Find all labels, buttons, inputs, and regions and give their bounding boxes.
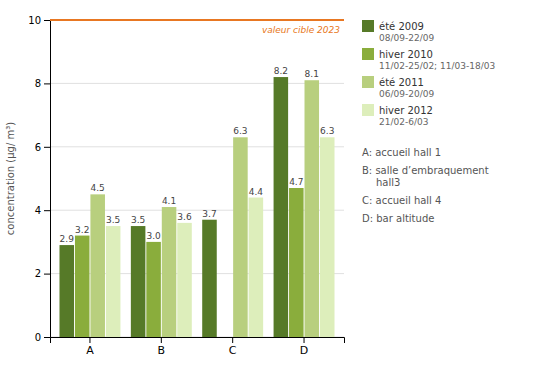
y-axis-title: concentration (µg/ m³) (5, 122, 16, 235)
bar (305, 80, 320, 337)
tick-label: 0 (35, 332, 41, 343)
bar (90, 194, 105, 337)
tick: A (86, 337, 94, 357)
tick-mark (44, 210, 50, 211)
bar (75, 236, 90, 337)
bar (233, 137, 248, 337)
location-label: B: salle d’embraquementhall3 (362, 165, 489, 188)
bar (320, 137, 335, 337)
legend-item: hiver 201011/02-25/02; 11/03-18/03 (362, 48, 495, 71)
legend-swatch (362, 104, 374, 116)
tick: 4 (35, 205, 50, 216)
tick: 8 (35, 78, 50, 89)
legend-label: été 200908/09-22/09 (379, 21, 434, 43)
bar (202, 220, 217, 337)
location-label: C: accueil hall 4 (362, 195, 441, 206)
axis-line (44, 21, 51, 338)
data-label: 4.1 (162, 196, 176, 206)
bar (274, 77, 289, 337)
legend-swatch (362, 48, 374, 60)
data-label: 4.5 (91, 183, 105, 193)
tick-label: C (229, 344, 237, 357)
tick-mark (44, 274, 50, 275)
data-label: 6.3 (320, 126, 334, 136)
tick: C (229, 337, 237, 357)
legend-item: été 201106/09-20/09 (362, 76, 434, 99)
grid-line (50, 146, 344, 147)
tick: D (300, 337, 308, 357)
tick-label: 2 (35, 268, 41, 279)
tick: B (158, 337, 166, 357)
plot: 0246810ABCDconcentration (µg/ m³)2.93.53… (5, 15, 495, 357)
legend-swatch (362, 20, 374, 32)
tick-mark (44, 83, 50, 84)
x-axis: A B C D (51, 337, 345, 357)
bar (106, 226, 121, 337)
annotations: valeur cible 2023 (50, 20, 344, 35)
tick-mark (44, 147, 50, 148)
tick-label: 4 (35, 205, 41, 216)
legend-swatch (362, 76, 374, 88)
target-label: valeur cible 2023 (262, 25, 340, 35)
bar (146, 242, 161, 337)
chart-container: 0246810ABCDconcentration (µg/ m³)2.93.53… (0, 0, 559, 365)
legend-label: hiver 201221/02-6/03 (379, 105, 433, 127)
bar (177, 223, 192, 337)
legend-label: hiver 201011/02-25/02; 11/03-18/03 (379, 49, 495, 71)
data-label: 3.6 (177, 212, 192, 222)
target-line (50, 19, 344, 21)
data-label: 2.9 (60, 234, 75, 244)
legend: été 200908/09-22/09 hiver 201011/02-25/02… (362, 20, 495, 127)
chart-svg: 0246810ABCDconcentration (µg/ m³)2.93.53… (0, 0, 559, 365)
data-label: 3.5 (106, 215, 120, 225)
tick-label: D (300, 344, 308, 357)
tick-label: A (86, 344, 94, 357)
y-axis: 0 2 4 6 8 10 (28, 15, 50, 343)
grid (50, 20, 344, 337)
tick-mark (304, 337, 305, 343)
data-label: 4.7 (289, 177, 303, 187)
tick-label: 10 (28, 15, 41, 26)
tick-label: 6 (35, 142, 41, 153)
tick: 6 (35, 142, 50, 153)
tick-label: B (158, 344, 166, 357)
data-label: 4.4 (249, 187, 264, 197)
tick-mark (232, 337, 233, 343)
legend-item: été 200908/09-22/09 (362, 20, 434, 43)
bar (131, 226, 146, 337)
tick-label: 8 (35, 78, 41, 89)
legend-label: été 201106/09-20/09 (379, 77, 434, 99)
data-label: 3.0 (146, 231, 161, 241)
data-label: 6.3 (233, 126, 247, 136)
tick-mark (44, 20, 50, 21)
tick: 2 (35, 268, 50, 279)
tick-mark (161, 337, 162, 343)
location-label: D: bar altitude (362, 213, 434, 224)
grid-line (50, 83, 344, 84)
data-label: 8.1 (305, 69, 319, 79)
bar (59, 245, 74, 337)
bars (59, 77, 334, 337)
location-labels: A: accueil hall 1 B: salle d’embraquement… (362, 147, 489, 224)
tick-mark (89, 337, 90, 343)
bar (249, 198, 264, 337)
legend-item: hiver 201221/02-6/03 (362, 104, 433, 127)
data-label: 3.2 (75, 225, 89, 235)
grid-line (50, 20, 344, 21)
tick: 10 (28, 15, 50, 26)
location-label: A: accueil hall 1 (362, 147, 441, 158)
data-labels: 2.9 3.5 3.7 8.2 3.2 3.0 4.7 4.5 4.1 6.3 8.1 3.5 3.6 4… (60, 66, 335, 244)
data-label: 3.7 (202, 209, 216, 219)
tick-mark (44, 337, 50, 338)
bar (162, 207, 177, 337)
axis-line (51, 338, 345, 344)
bar (289, 188, 304, 337)
tick: 0 (35, 332, 50, 343)
data-label: 8.2 (274, 66, 288, 76)
data-label: 3.5 (131, 215, 145, 225)
